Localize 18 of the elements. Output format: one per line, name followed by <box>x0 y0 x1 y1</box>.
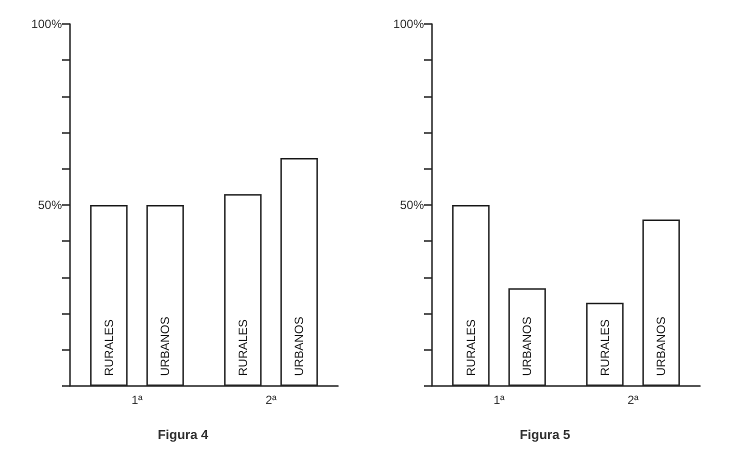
text: URBANOS <box>292 316 306 376</box>
text: Figura 4 <box>158 427 210 442</box>
x-tick-label: 1ª <box>493 393 506 407</box>
series-label: URBANOS <box>158 316 172 376</box>
y-tick-label: 50% <box>38 198 62 212</box>
y-tick-label: 100% <box>393 17 424 31</box>
series-label: RURALES <box>464 319 478 376</box>
series-label: URBANOS <box>520 316 534 376</box>
text: RURALES <box>598 319 612 376</box>
text: URBANOS <box>654 316 668 376</box>
x-tick-label: 1ª <box>131 393 144 407</box>
y-tick-label: 100% <box>31 17 62 31</box>
y-tick-label: 50% <box>400 198 424 212</box>
text: RURALES <box>236 319 250 376</box>
series-label: RURALES <box>102 319 116 376</box>
x-tick-label: 2ª <box>627 393 640 407</box>
x-tick-label: 2ª <box>265 393 278 407</box>
text: Figura 5 <box>520 427 570 442</box>
